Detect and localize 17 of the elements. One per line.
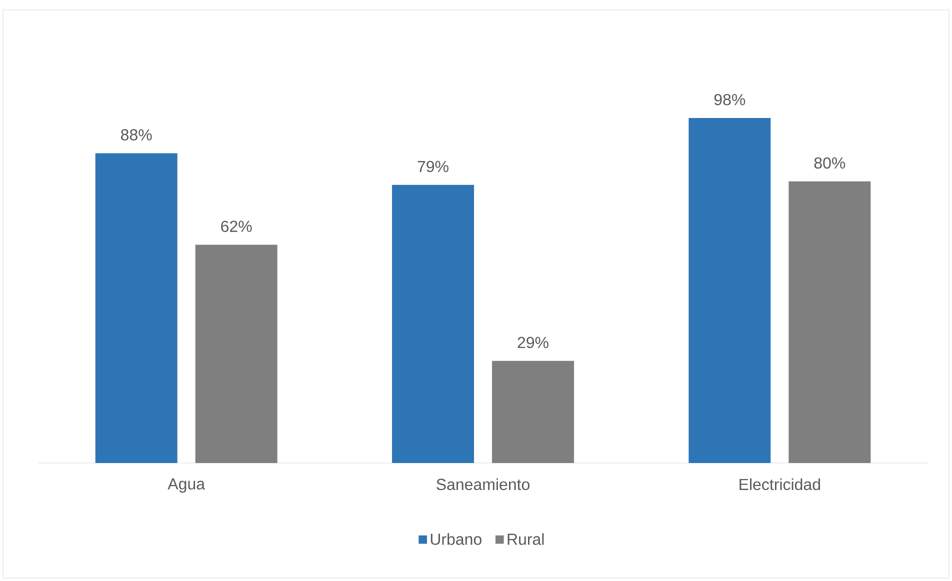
bar [95,153,178,463]
x-tick-label: Electricidad [740,478,820,490]
data-label: 29% [518,336,548,348]
data-label: 62% [221,220,252,232]
x-tick-label: Agua [168,478,206,493]
legend-label: Urbano [430,533,482,545]
bar [788,181,871,463]
bar [392,184,474,463]
data-label: 88% [121,129,152,140]
data-label: 80% [814,157,846,169]
bar [195,244,278,463]
legend-label: Rural [508,533,544,545]
bar [688,118,771,463]
data-label: 98% [714,94,746,106]
x-tick-label: Saneamiento [436,478,530,490]
data-label: 79% [418,160,448,172]
bar [492,360,574,463]
